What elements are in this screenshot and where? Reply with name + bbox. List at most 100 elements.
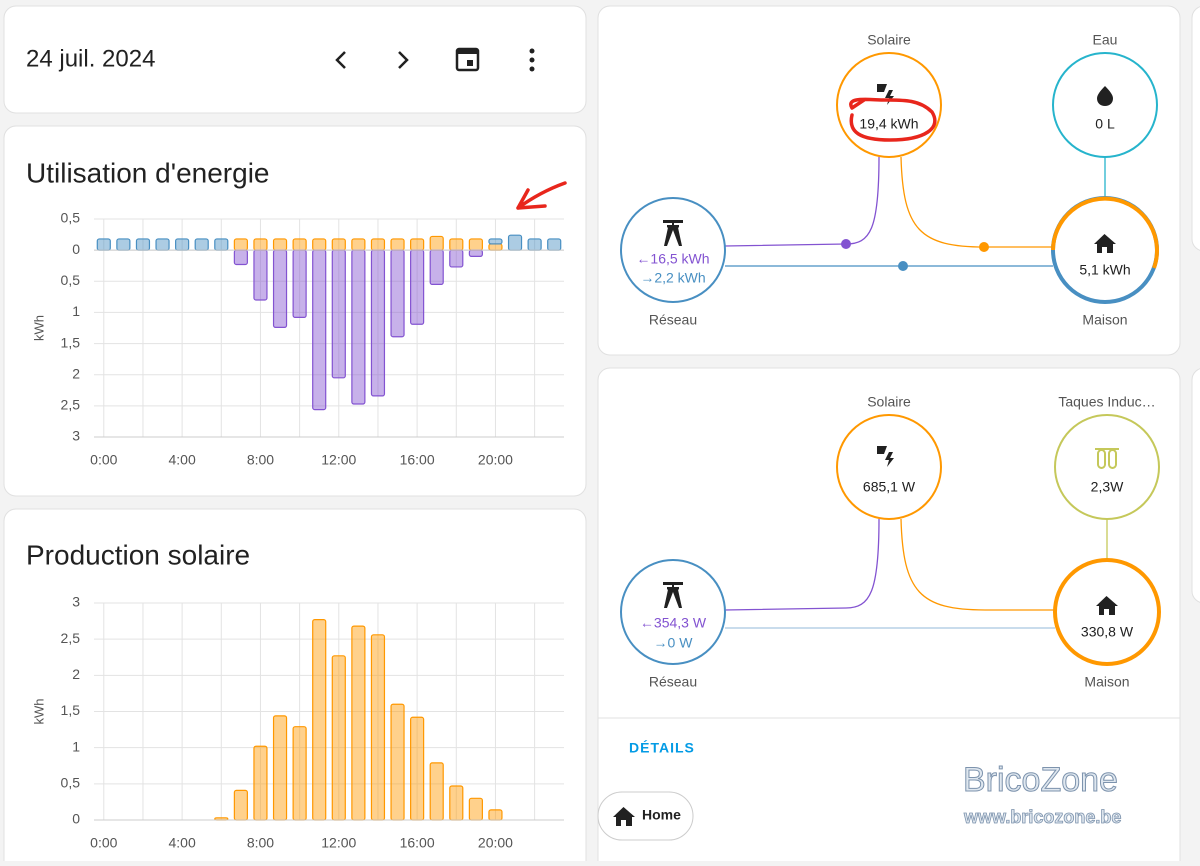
bar	[135, 238, 151, 251]
bar	[312, 238, 327, 251]
home-chip[interactable]	[597, 791, 694, 841]
bar	[292, 726, 307, 821]
bar	[390, 238, 405, 251]
node-value: 0 L	[1095, 116, 1115, 132]
bar	[214, 238, 229, 251]
date-card	[3, 5, 587, 114]
home-chip-label[interactable]: Home	[642, 807, 681, 823]
y-tick-label: 2	[72, 365, 80, 381]
annotation-arrow	[516, 181, 567, 210]
side-card	[1191, 368, 1200, 603]
x-tick-label: 16:00	[400, 452, 435, 468]
side-card	[1191, 6, 1200, 251]
bar	[429, 249, 444, 285]
bar	[351, 238, 366, 251]
bar	[488, 243, 503, 251]
y-tick-label: 0	[72, 241, 80, 257]
bar	[116, 238, 131, 251]
bar	[292, 238, 307, 251]
x-tick-label: 0:00	[90, 452, 117, 468]
bar	[410, 716, 425, 821]
grid-import: ←354,3 W	[640, 615, 707, 631]
bar	[507, 234, 523, 251]
y-tick-label: 1,5	[61, 702, 81, 718]
y-tick-label: 0,5	[61, 272, 81, 288]
node-label: Solaire	[867, 32, 911, 48]
bar	[370, 249, 386, 397]
y-tick-label: 0	[72, 811, 80, 827]
node-label: Solaire	[867, 394, 911, 410]
grid-import: ←16,5 kWh	[636, 251, 709, 267]
bar	[351, 249, 366, 405]
bar	[410, 249, 425, 325]
bar	[155, 238, 170, 251]
bar	[429, 762, 444, 821]
grid-export: →2,2 kWh	[640, 270, 705, 286]
y-tick-label: 1	[72, 738, 80, 754]
y-tick-label: 3	[72, 594, 80, 610]
date: 24 juil. 2024	[26, 45, 155, 72]
watermark: BricoZone	[963, 761, 1118, 799]
bar	[331, 655, 346, 821]
x-tick-label: 4:00	[169, 835, 196, 851]
bar	[429, 235, 444, 251]
node-value: 2,3W	[1091, 479, 1124, 495]
node-value: 5,1 kWh	[1079, 262, 1130, 278]
y-tick-label: 2,5	[61, 630, 81, 646]
bar	[449, 238, 464, 251]
power-card	[597, 367, 1181, 866]
home-chip-icon	[613, 807, 635, 826]
bar	[253, 249, 268, 301]
bar	[351, 625, 366, 821]
node-label: Eau	[1093, 32, 1118, 48]
y-tick-label: 0,5	[61, 210, 81, 226]
calendar-button[interactable]	[455, 47, 480, 72]
x-tick-label: 16:00	[400, 835, 435, 851]
node-value: 330,8 W	[1081, 624, 1134, 640]
node-label: Réseau	[649, 312, 697, 328]
menu-button[interactable]	[529, 48, 535, 72]
node-label: Réseau	[649, 674, 697, 690]
bar	[233, 789, 248, 821]
x-tick-label: 20:00	[478, 835, 513, 851]
bar	[233, 238, 248, 251]
bar	[194, 238, 209, 251]
bar	[272, 238, 288, 251]
x-tick-label: 8:00	[247, 452, 274, 468]
power-flow	[620, 414, 1161, 666]
bar	[468, 797, 483, 821]
y-tick-label: 0,5	[61, 775, 81, 791]
x-tick-label: 20:00	[478, 452, 513, 468]
node-label: Maison	[1084, 674, 1129, 690]
bar	[547, 238, 562, 251]
prev-button[interactable]	[335, 51, 346, 69]
bar	[292, 249, 307, 319]
chart-title: Utilisation d'energie	[26, 157, 269, 188]
x-tick-label: 12:00	[321, 835, 356, 851]
bar	[312, 619, 327, 821]
node-value: 19,4 kWh	[859, 116, 918, 132]
bar	[449, 785, 464, 821]
y-tick-label: 1,5	[61, 334, 81, 350]
bar	[253, 745, 268, 821]
x-tick-label: 12:00	[321, 452, 356, 468]
bar	[410, 238, 425, 251]
bar	[331, 249, 346, 379]
solar-card	[3, 508, 587, 866]
bar	[96, 238, 111, 251]
y-axis-label: kWh	[31, 315, 46, 341]
x-tick-label: 8:00	[247, 835, 274, 851]
next-button[interactable]	[398, 51, 409, 69]
bar	[449, 249, 464, 268]
node-label: Maison	[1082, 312, 1127, 328]
details-button[interactable]: DÉTAILS	[629, 740, 695, 756]
bar	[390, 703, 405, 821]
bar	[175, 238, 190, 251]
chart-title: Production solaire	[26, 539, 250, 570]
bar	[272, 249, 288, 328]
bar	[253, 238, 268, 251]
bar	[468, 238, 483, 251]
grid-export: →0 W	[654, 635, 694, 651]
bar	[272, 715, 288, 821]
